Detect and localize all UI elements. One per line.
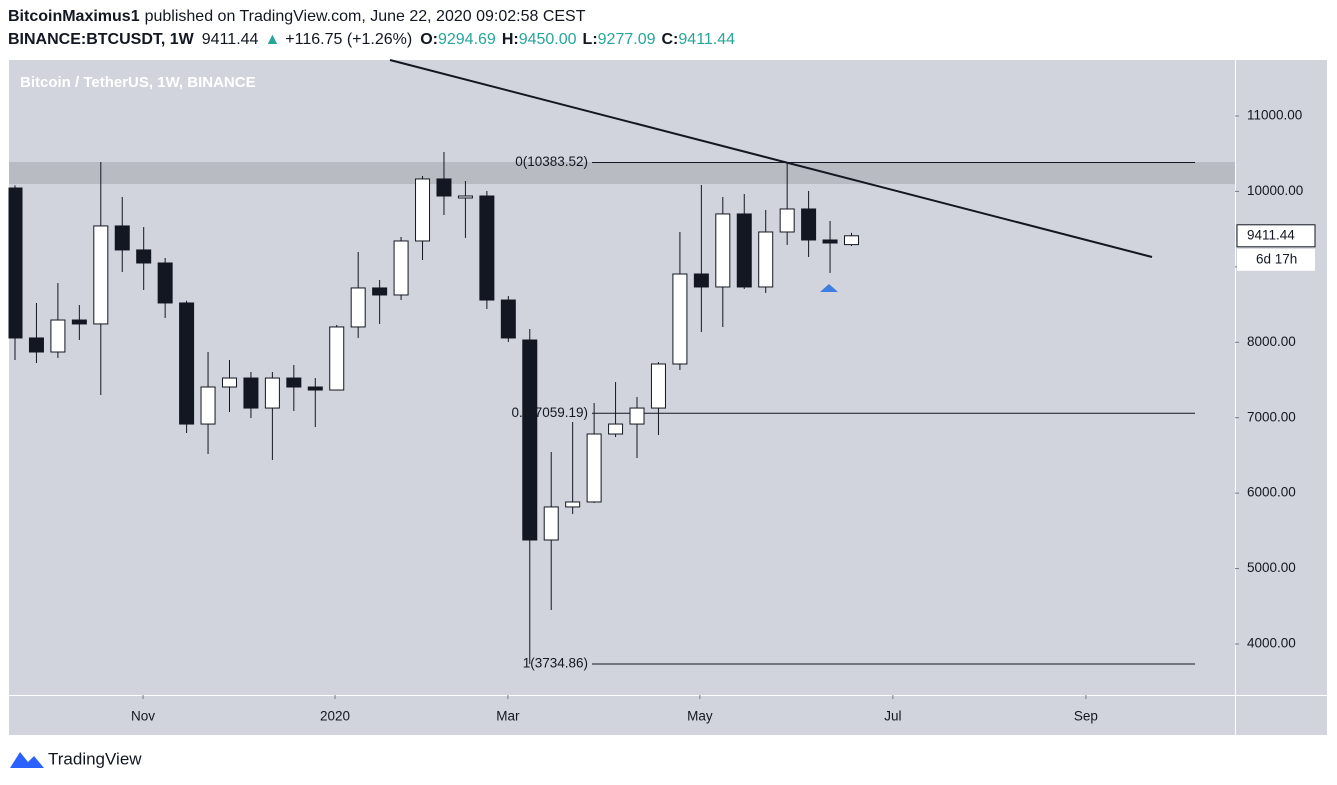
- candle-body: [179, 302, 195, 425]
- y-tick-label: 5000.00: [1247, 560, 1296, 575]
- fib-label: 0(10383.52): [515, 154, 588, 169]
- y-tick-label: 8000.00: [1247, 334, 1296, 349]
- candle-body: [393, 240, 409, 296]
- low-label: L:: [583, 31, 598, 48]
- logo-icon: [10, 752, 44, 768]
- y-tick-label: 10000.00: [1247, 183, 1303, 198]
- candle-body: [758, 231, 774, 288]
- logo: TradingView: [10, 749, 142, 768]
- candle-body: [715, 213, 731, 288]
- candle-body: [801, 208, 817, 241]
- candle-body: [479, 195, 495, 301]
- candle-body: [436, 178, 452, 197]
- candle-body: [28, 337, 44, 353]
- price-tag-label: 9411.44: [1247, 227, 1295, 242]
- x-tick-label: May: [687, 709, 713, 724]
- high: 9450.00: [519, 31, 577, 48]
- x-tick-label: Sep: [1074, 709, 1098, 724]
- candle-body: [586, 433, 602, 503]
- y-tick-label: 6000.00: [1247, 485, 1296, 500]
- candle-body: [672, 273, 688, 365]
- candle-body: [307, 386, 323, 391]
- last: 9411.44: [202, 31, 259, 48]
- candle-body: [372, 287, 388, 296]
- candle-body: [650, 363, 666, 409]
- logo-text: TradingView: [48, 749, 142, 768]
- candle-body: [243, 377, 259, 409]
- chart-title: Bitcoin / TetherUS, 1W, BINANCE: [20, 74, 256, 91]
- countdown-box: [1237, 248, 1315, 271]
- publish-line: BitcoinMaximus1 published on TradingView.…: [8, 8, 586, 25]
- open-label: O:: [420, 31, 438, 48]
- candle-body: [114, 225, 130, 251]
- candle-body: [822, 239, 838, 244]
- candle-body: [50, 319, 66, 353]
- arrow: ▲: [264, 31, 280, 48]
- candle-body: [136, 249, 152, 264]
- y-tick-label: 11000.00: [1247, 108, 1302, 123]
- quote-line: BINANCE:BTCUSDT, 1W 9411.44 ▲ +116.75 (+1.2…: [8, 31, 735, 48]
- candle-body: [693, 273, 709, 288]
- candle-body: [736, 213, 752, 288]
- candle-body: [522, 339, 538, 541]
- y-tick-label: 7000.00: [1247, 409, 1296, 424]
- candle-body: [779, 208, 795, 233]
- candle-body: [543, 506, 559, 541]
- publish-info: published on TradingView.com, June 22, 2…: [145, 8, 586, 25]
- x-tick-label: Mar: [496, 709, 520, 724]
- author: BitcoinMaximus1: [8, 8, 140, 25]
- high-label: H:: [502, 31, 519, 48]
- candle-body: [71, 319, 87, 325]
- candle-body: [329, 326, 345, 391]
- price-tag: [1236, 224, 1316, 248]
- candle-body: [8, 187, 23, 339]
- candle-body: [500, 299, 516, 339]
- open: 9294.69: [438, 31, 496, 48]
- candle-body: [629, 407, 645, 425]
- x-tick-label: 2020: [320, 709, 350, 724]
- fib-label: 1(3734.86): [523, 656, 588, 671]
- low: 9277.09: [598, 31, 656, 48]
- candle-body: [457, 195, 473, 199]
- signal-arrow: [820, 284, 838, 292]
- x-tick-label: Nov: [131, 709, 155, 724]
- candle-body: [200, 386, 216, 425]
- close-label: C:: [662, 31, 679, 48]
- candle-body: [93, 225, 109, 325]
- candle-body: [415, 178, 431, 242]
- close: 9411.44: [678, 31, 735, 48]
- countdown-label: 6d 17h: [1256, 251, 1297, 266]
- candle-body: [221, 377, 237, 388]
- change: +116.75 (+1.26%): [285, 31, 412, 48]
- symbol: BINANCE:BTCUSDT, 1W: [8, 31, 195, 48]
- resistance-zone: [9, 162, 1235, 184]
- y-tick-label: 4000.00: [1247, 636, 1296, 651]
- candle-body: [608, 423, 624, 435]
- candle-body: [264, 377, 280, 409]
- x-tick-label: Jul: [884, 709, 901, 724]
- candle-body: [350, 287, 366, 328]
- candle-body: [286, 377, 302, 388]
- candle-body: [157, 262, 173, 304]
- candle-body: [565, 501, 581, 508]
- trend-line: [389, 59, 1153, 258]
- candle-body: [843, 235, 859, 246]
